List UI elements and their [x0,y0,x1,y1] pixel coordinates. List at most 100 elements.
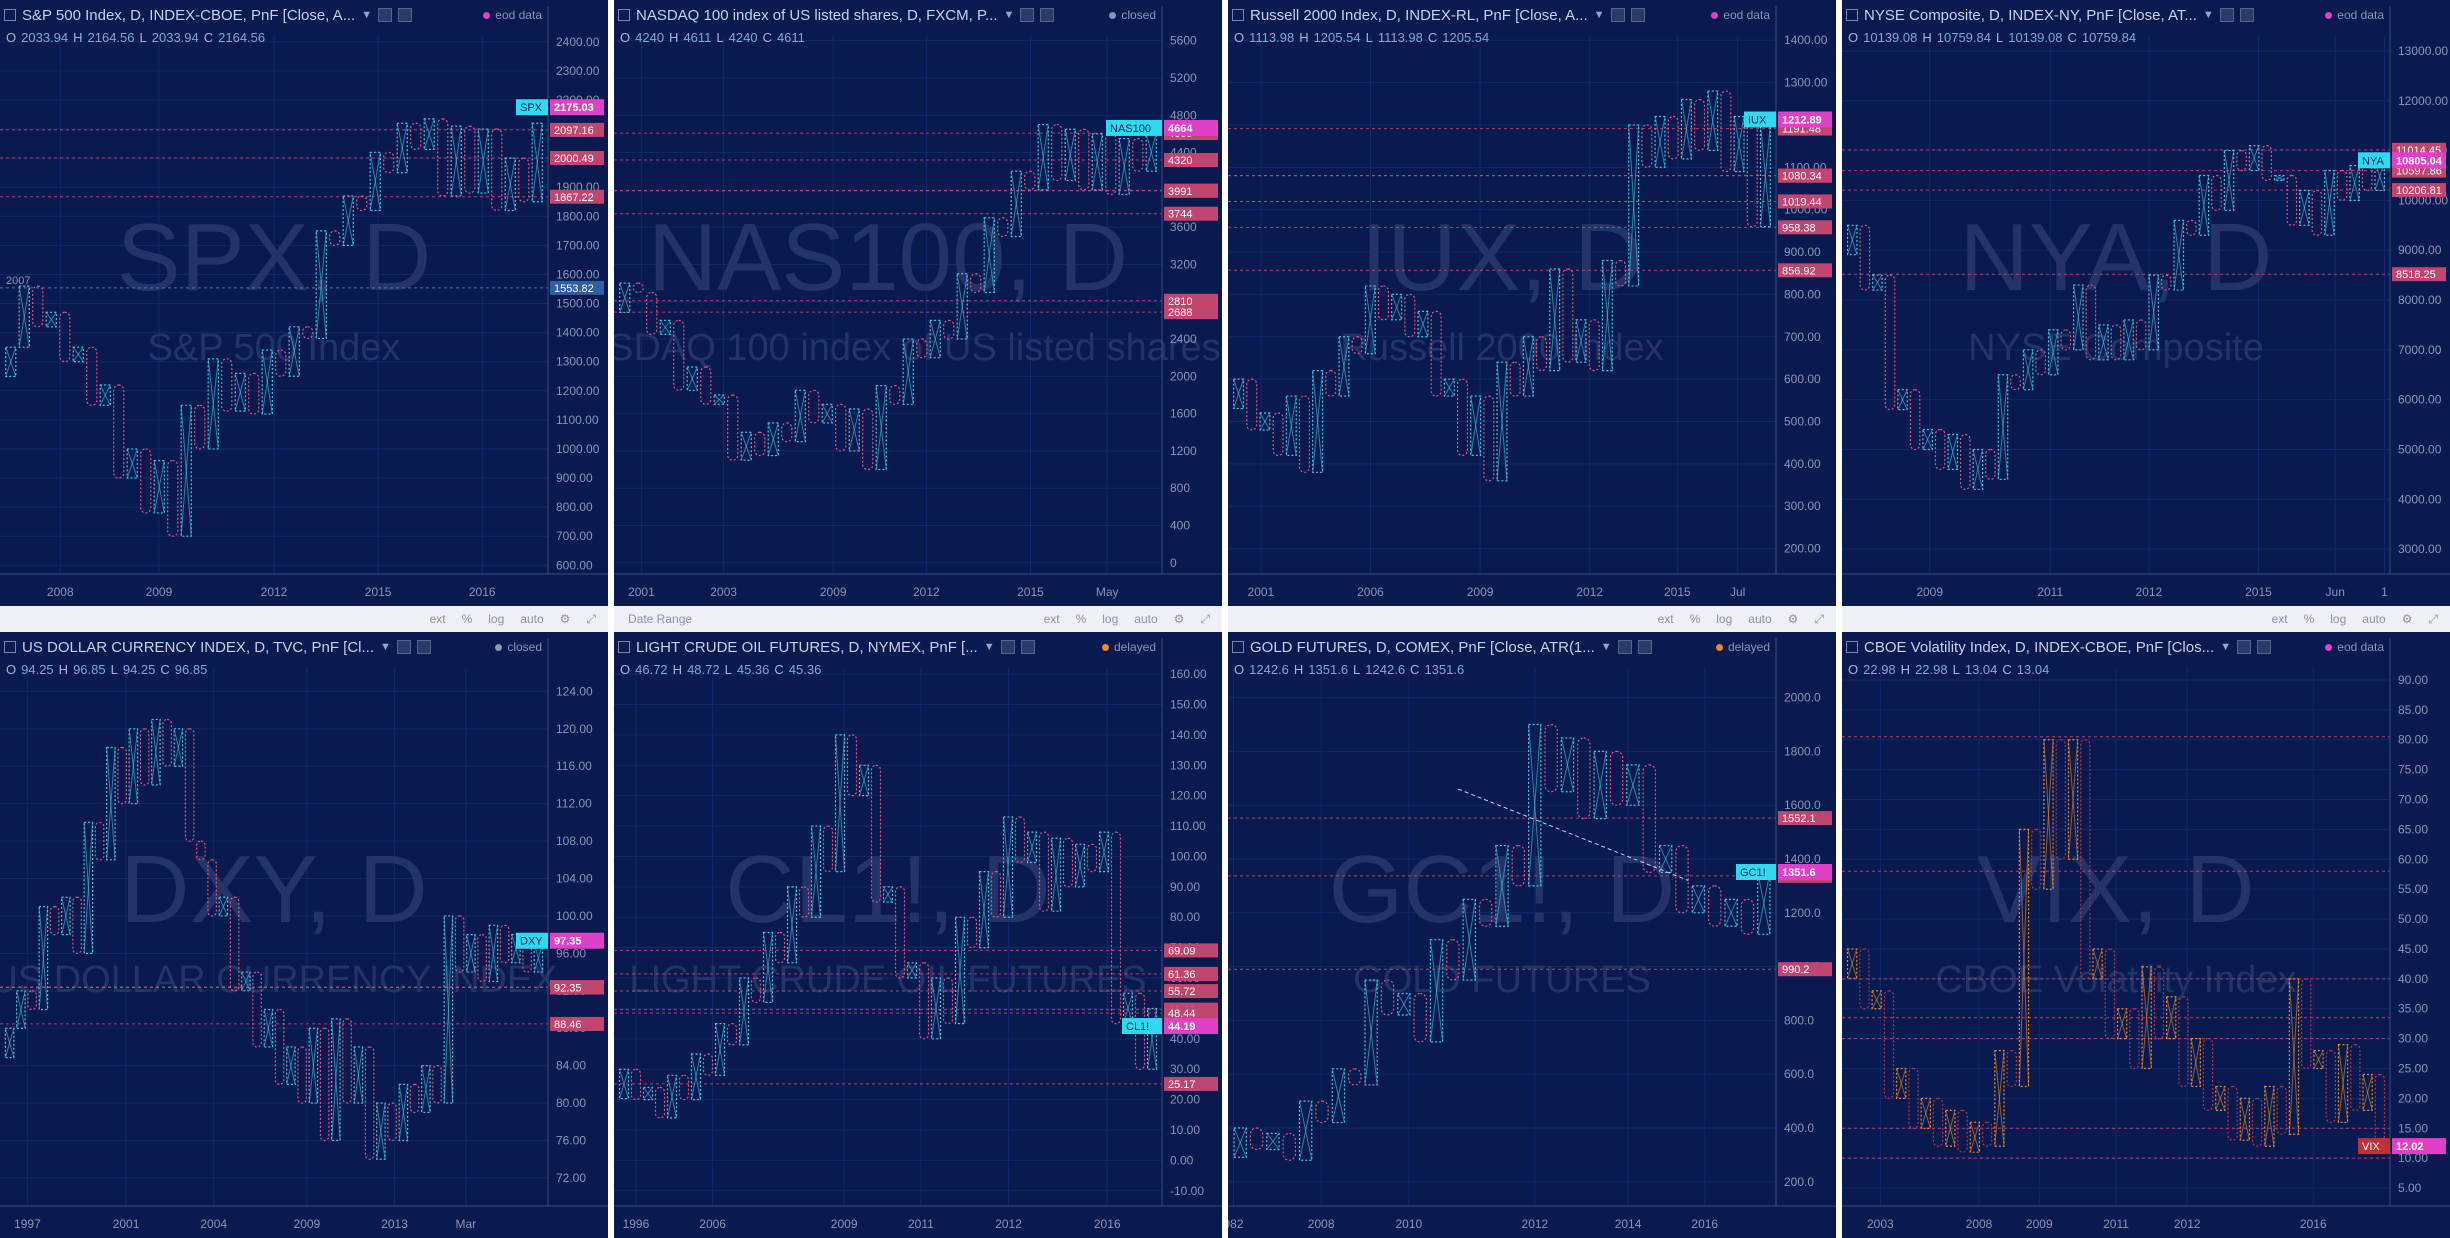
scale-button-ext[interactable]: ext [1657,612,1674,626]
close-icon[interactable] [2239,8,2254,22]
chevron-down-icon[interactable]: ▼ [1593,9,1605,21]
svg-text:12.02: 12.02 [2396,1141,2424,1153]
pane-select-icon[interactable] [4,9,16,21]
scale-button-ext[interactable]: ext [2271,612,2288,626]
chart-pane-vix[interactable]: VIX, D CBOE Volatility Index 5.00 10.00 15.0… [1842,632,2450,1238]
x-tick-label: 2014 [1615,1217,1642,1231]
chevron-down-icon[interactable]: ▼ [361,9,373,21]
chart-svg-nas100[interactable]: NAS100, D NASDAQ 100 index of US listed s… [614,0,1222,606]
pane-select-icon[interactable] [618,9,630,21]
close-icon[interactable] [1020,640,1035,654]
close-icon[interactable] [1040,8,1055,22]
chevron-down-icon[interactable]: ▼ [2220,641,2231,653]
expand-icon[interactable]: ⤢ [586,611,596,626]
scale-button-auto[interactable]: auto [520,612,544,626]
pnf-x-column [2098,324,2109,361]
chevron-down-icon[interactable]: ▼ [1600,641,1612,653]
y-tick-label: 124.00 [556,684,593,698]
chart-pane-dxy[interactable]: DXY, D US DOLLAR CURRENCY INDEX 72.00 76.00… [0,632,608,1238]
maximize-icon[interactable] [1000,640,1015,654]
maximize-icon[interactable] [2237,640,2251,654]
gear-icon[interactable]: ⚙ [1787,612,1799,626]
pane-select-icon[interactable] [1232,641,1244,653]
y-tick-label: 50.00 [2398,912,2428,926]
pane-select-icon[interactable] [1846,641,1858,653]
level-tag-label: 3991 [1168,186,1192,198]
scale-button-log[interactable]: log [488,612,505,626]
pane-header[interactable]: US DOLLAR CURRENCY INDEX, D, TVC, PnF [C… [4,638,431,656]
chart-svg-nya[interactable]: NYA, D NYSE Composite 3000.00 4000.00 5000.0… [1842,0,2450,606]
chart-pane-gc1[interactable]: GC1!, D GOLD FUTURES 200.0 400.0 600.0 800.0 1… [1228,632,1836,1238]
pane-header[interactable]: S&P 500 Index, D, INDEX-CBOE, PnF [Close… [4,6,413,24]
chart-pane-spx[interactable]: SPX, D S&P 500 Index 600.00 700.00 800.00 900… [0,0,608,606]
pane-header[interactable]: GOLD FUTURES, D, COMEX, PnF [Close, ATR(… [1232,638,1652,656]
chart-pane-iux[interactable]: IUX, D Russell 2000 Index 200.00 300.00 400.… [1228,0,1836,606]
y-tick-label: 120.00 [1170,789,1207,803]
scale-button-auto[interactable]: auto [1134,612,1158,626]
pnf-o-column [1246,378,1258,431]
pnf-o-column [2311,189,2323,236]
chart-svg-spx[interactable]: SPX, D S&P 500 Index 600.00 700.00 800.00 900… [0,0,608,606]
pane-select-icon[interactable] [4,641,16,653]
gear-icon[interactable]: ⚙ [2401,612,2413,626]
date-range-button[interactable]: Date Range [628,612,693,626]
chevron-down-icon[interactable]: ▼ [2202,9,2214,21]
maximize-icon[interactable] [378,8,393,22]
pane-select-icon[interactable] [618,641,630,653]
scale-button-auto[interactable]: auto [2362,612,2386,626]
close-icon[interactable] [1630,8,1645,22]
scale-button-percent[interactable]: % [1075,612,1087,626]
scale-button-auto[interactable]: auto [1748,612,1772,626]
y-tick-label: 15.00 [2398,1121,2428,1135]
maximize-icon[interactable] [1617,640,1632,654]
scale-button-log[interactable]: log [1102,612,1119,626]
chart-svg-vix[interactable]: VIX, D CBOE Volatility Index 5.00 10.00 15.0… [1842,632,2450,1238]
pnf-x-column [642,1086,654,1101]
pane-header[interactable]: CBOE Volatility Index, D, INDEX-CBOE, Pn… [1846,638,2271,656]
pane-header[interactable]: LIGHT CRUDE OIL FUTURES, D, NYMEX, PnF [… [618,638,1035,656]
scale-button-percent[interactable]: % [461,612,473,626]
maximize-icon[interactable] [2219,8,2234,22]
pane-header[interactable]: NYSE Composite, D, INDEX-NY, PnF [Close,… [1846,6,2254,24]
expand-icon[interactable]: ⤢ [1200,611,1210,626]
pnf-x-column [173,728,184,767]
pane-select-icon[interactable] [1846,9,1858,21]
chart-svg-dxy[interactable]: DXY, D US DOLLAR CURRENCY INDEX 72.00 76.00… [0,632,608,1238]
expand-icon[interactable]: ⤢ [1814,611,1824,626]
scale-button-percent[interactable]: % [1689,612,1701,626]
chart-pane-nas100[interactable]: NAS100, D NASDAQ 100 index of US listed s… [614,0,1222,606]
pane-select-icon[interactable] [1232,9,1244,21]
pnf-o-column [970,273,982,294]
chevron-down-icon[interactable]: ▼ [1003,9,1015,21]
close-icon[interactable] [2257,640,2271,654]
scale-button-ext[interactable]: ext [429,612,446,626]
pnf-x-column [5,346,17,378]
maximize-icon[interactable] [396,640,411,654]
pnf-x-column [1527,723,1542,887]
close-icon[interactable] [398,8,413,22]
maximize-icon[interactable] [1610,8,1625,22]
chart-pane-cl1[interactable]: CL1!, D LIGHT CRUDE OIL FUTURES -10.00 0.00… [614,632,1222,1238]
y-tick-label: 30.00 [1170,1062,1200,1076]
scale-button-ext[interactable]: ext [1043,612,1060,626]
y-tick-label: 25.00 [2398,1062,2428,1076]
level-tag-label: 958.38 [1782,222,1816,234]
pnf-o-column [1051,123,1063,182]
chevron-down-icon[interactable]: ▼ [380,641,391,653]
pane-header[interactable]: Russell 2000 Index, D, INDEX-RL, PnF [Cl… [1232,6,1645,24]
scale-button-log[interactable]: log [1716,612,1733,626]
chart-pane-nya[interactable]: NYA, D NYSE Composite 3000.00 4000.00 5000.0… [1842,0,2450,606]
expand-icon[interactable]: ⤢ [2428,611,2438,626]
chevron-down-icon[interactable]: ▼ [983,641,995,653]
close-icon[interactable] [1637,640,1652,654]
scale-button-percent[interactable]: % [2303,612,2315,626]
chart-svg-cl1[interactable]: CL1!, D LIGHT CRUDE OIL FUTURES -10.00 0.00… [614,632,1222,1238]
pane-header[interactable]: NASDAQ 100 index of US listed shares, D,… [618,6,1055,24]
close-icon[interactable] [416,640,431,654]
maximize-icon[interactable] [1020,8,1035,22]
scale-button-log[interactable]: log [2330,612,2347,626]
gear-icon[interactable]: ⚙ [1173,612,1185,626]
gear-icon[interactable]: ⚙ [559,612,571,626]
